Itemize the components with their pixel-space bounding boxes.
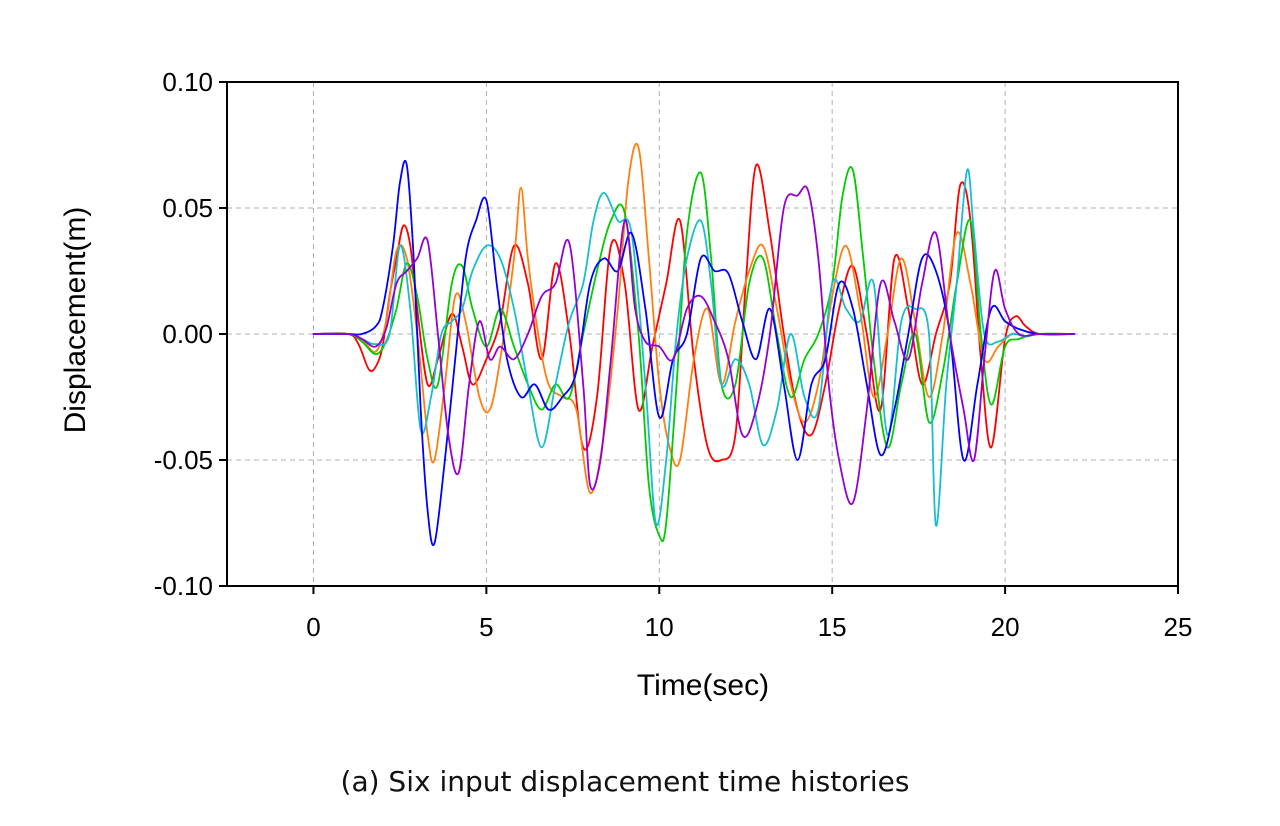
series-line-1	[312, 163, 1076, 463]
y-tick-label: -0.10	[154, 571, 213, 601]
series-line-3	[312, 166, 1076, 543]
series-line-4	[312, 168, 1076, 527]
y-tick-label: 0.05	[162, 193, 213, 223]
x-tick-label: 25	[1164, 612, 1193, 642]
x-tick-label: 5	[479, 612, 493, 642]
x-tick-label: 20	[991, 612, 1020, 642]
y-axis-label: Displacement(m)	[59, 207, 92, 434]
x-axis-label: Time(sec)	[637, 669, 769, 702]
figure-caption: (a) Six input displacement time historie…	[340, 765, 910, 798]
x-tick-label: 10	[645, 612, 674, 642]
y-tick-label: -0.05	[154, 445, 213, 475]
axis-ticks: 0 5 10 15 20 25 -0.10 -0.05 0.00 0.05 0.10	[154, 67, 1193, 642]
series-group	[312, 143, 1076, 547]
y-tick-label: 0.00	[162, 319, 213, 349]
series-line-6	[312, 185, 1076, 506]
x-tick-label: 0	[306, 612, 320, 642]
x-tick-label: 15	[818, 612, 847, 642]
series-line-5	[312, 159, 1076, 547]
y-tick-label: 0.10	[162, 67, 213, 97]
